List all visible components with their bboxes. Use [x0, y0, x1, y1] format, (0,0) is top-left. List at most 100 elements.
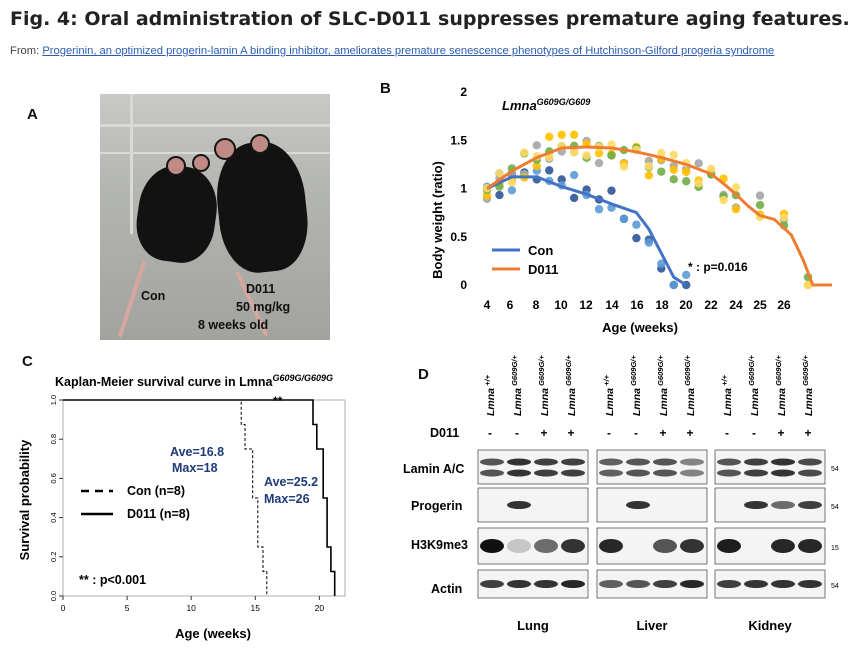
mouse-ear — [250, 134, 270, 154]
blot-band — [653, 580, 677, 588]
figure-title: Fig. 4: Oral administration of SLC-D011 … — [10, 8, 850, 30]
y-tick-label: 0.0 — [49, 591, 58, 601]
panel-b-label: B — [380, 80, 391, 97]
x-tick-label: 5 — [125, 603, 130, 613]
weight-point — [507, 178, 517, 187]
mouse-ear — [166, 156, 186, 176]
blot-band — [680, 580, 704, 588]
x-tick-label: 0 — [61, 603, 66, 613]
legend-con-surv-label: Con (n=8) — [127, 484, 185, 498]
y-tick-label: 0 — [460, 278, 467, 292]
weight-point — [532, 141, 541, 150]
weight-point — [719, 195, 728, 205]
blot-band — [599, 458, 623, 466]
con-max-label: Max=18 — [172, 461, 218, 475]
d011-mark: - — [488, 426, 492, 440]
blot-band — [626, 469, 650, 477]
d011-max-label: Max=26 — [264, 492, 310, 506]
d011-weight-line — [486, 145, 832, 287]
blot-label-lamin: Lamin A/C — [403, 462, 464, 476]
body-weight-chart: 4 6 8 10 12 14 16 18 20 22 24 25 26 0 0.5 1 1.5 2 LmnaG60… — [430, 85, 832, 335]
blot-band — [599, 580, 623, 588]
y-tick-label: 1.5 — [450, 133, 467, 147]
d011-mark: + — [777, 426, 784, 440]
source-link[interactable]: Progerinin, an optimized progerin-lamin … — [42, 45, 775, 57]
weight-point — [669, 175, 678, 184]
blot-band — [717, 539, 741, 553]
chart-b-xlabel: Age (weeks) — [602, 320, 678, 335]
chart-c-xlabel: Age (weeks) — [175, 626, 251, 641]
weight-point — [594, 158, 604, 168]
blot-band — [653, 458, 677, 466]
weight-point — [495, 168, 504, 178]
blot-band — [798, 469, 822, 477]
weight-point — [520, 148, 529, 157]
x-tick-label: 4 — [484, 298, 491, 312]
blot-band — [480, 469, 504, 477]
blot-band — [534, 539, 558, 553]
mw-marker: 54 — [831, 466, 839, 473]
weight-point — [619, 214, 629, 224]
weight-point — [545, 166, 554, 175]
blot-band — [717, 458, 741, 466]
blot-band — [507, 580, 531, 588]
d011-ave-label: Ave=25.2 — [264, 475, 318, 489]
x-tick-label: 22 — [704, 298, 718, 312]
weight-point — [694, 179, 703, 188]
d011-mark: - — [725, 426, 729, 440]
y-tick-label: 0.4 — [49, 512, 58, 522]
weight-point — [569, 193, 579, 203]
blot-band — [717, 469, 741, 477]
con-ave-label: Ave=16.8 — [170, 445, 224, 459]
photo-label-con: Con — [141, 289, 166, 303]
weight-point — [594, 149, 604, 158]
panel-d-label: D — [418, 366, 429, 383]
weight-point — [669, 150, 678, 160]
weight-point — [557, 175, 566, 184]
x-tick-label: 26 — [777, 298, 791, 312]
x-tick-label: 8 — [533, 298, 540, 312]
weight-point — [669, 280, 678, 290]
weight-point — [669, 165, 678, 175]
weight-point — [582, 151, 591, 160]
blot-band — [653, 469, 677, 477]
mw-marker: 54 — [831, 504, 839, 511]
weight-point — [569, 148, 579, 157]
blot-band — [480, 580, 504, 588]
genotype-label: Lmna G609G/+ — [656, 355, 670, 416]
blot-band — [507, 458, 531, 466]
weight-point — [731, 204, 741, 214]
y-tick-label: 1.0 — [49, 395, 58, 405]
blot-band — [680, 469, 704, 477]
cage-bar — [100, 124, 330, 127]
y-tick-label: 0.8 — [49, 434, 58, 444]
blot-band — [507, 469, 531, 477]
genotype-label: Lmna G609G/+ — [747, 355, 761, 416]
photo-label-age: 8 weeks old — [198, 318, 269, 332]
genotype-label: Lmna G609G/+ — [537, 355, 551, 416]
blot-strip — [596, 487, 708, 523]
weight-point — [803, 280, 813, 290]
panel-c-label: C — [22, 353, 33, 370]
mouse-photo: Con D011 50 mg/kg 8 weeks old — [100, 94, 330, 340]
weight-point — [545, 132, 554, 141]
legend-d011-label: D011 — [528, 262, 558, 277]
blot-band — [771, 501, 795, 509]
weight-point — [755, 191, 765, 200]
weight-point — [607, 186, 616, 195]
legend-con-label: Con — [528, 243, 553, 258]
blot-band — [534, 469, 558, 477]
blot-strip — [714, 449, 826, 485]
blot-band — [653, 539, 677, 553]
weight-point — [779, 213, 789, 222]
genotype-label: Lmna G609G/+ — [564, 355, 578, 416]
y-tick-label: 1 — [460, 182, 467, 196]
weight-point — [644, 171, 654, 180]
weight-point — [594, 205, 604, 214]
weight-point — [706, 164, 716, 174]
x-tick-label: 15 — [251, 603, 261, 613]
blot-strip — [477, 487, 589, 523]
blot-band — [798, 501, 822, 509]
genotype-label: Lmna G609G/+ — [801, 355, 815, 416]
blot-band — [626, 501, 650, 509]
